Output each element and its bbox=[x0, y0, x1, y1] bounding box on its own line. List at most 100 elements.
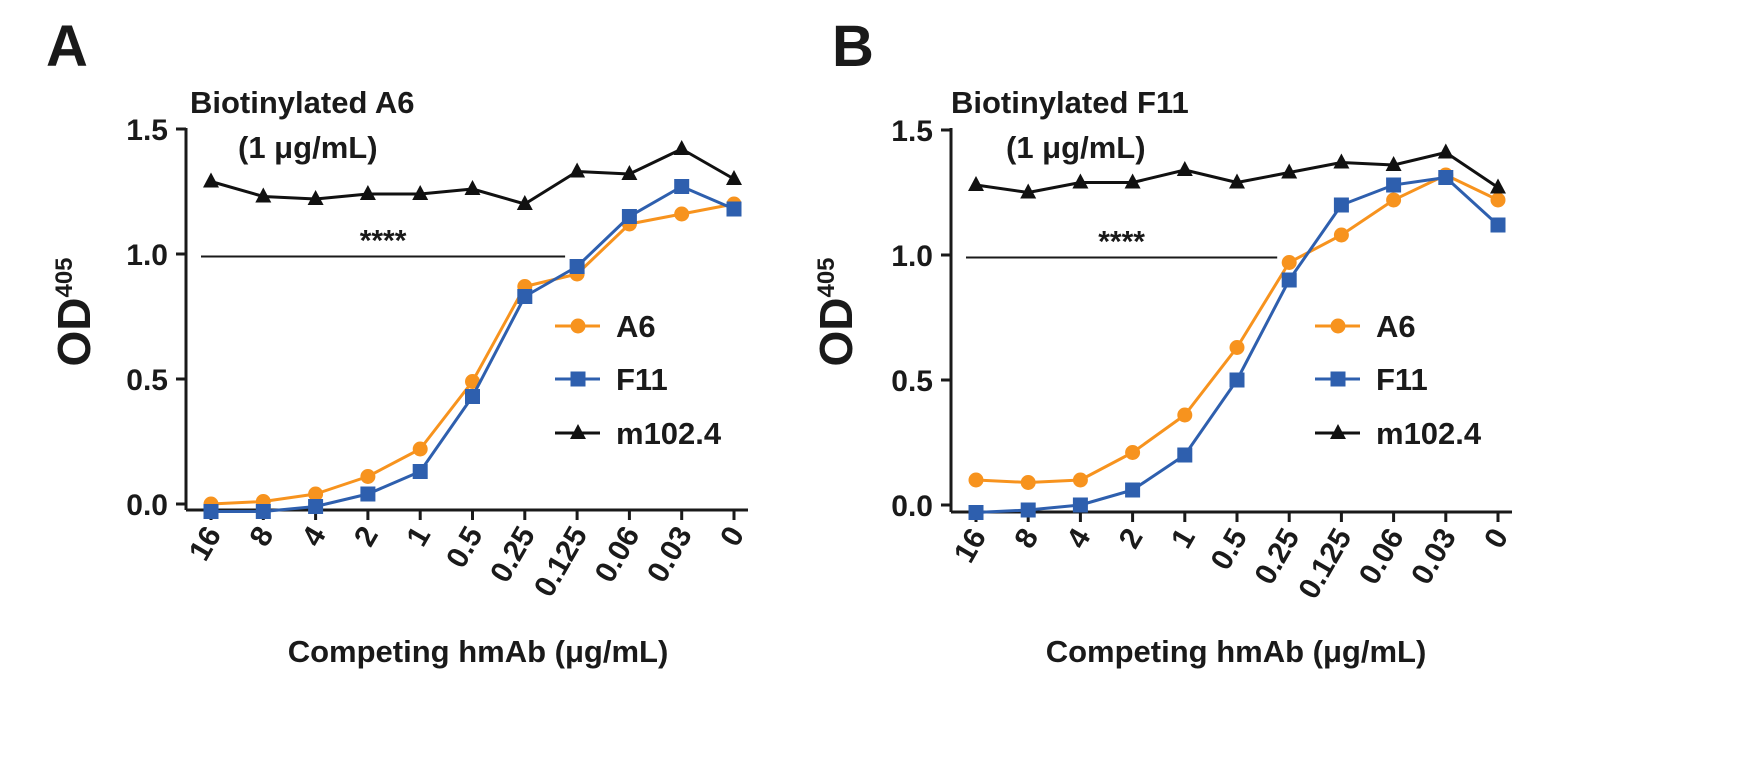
panel-a-series-line-f11 bbox=[211, 185, 735, 513]
panel-a-x-tick-label-2: 4 bbox=[296, 521, 333, 552]
panel-a-point-m102-4-9 bbox=[673, 140, 690, 155]
panel-letter-b: B bbox=[832, 14, 874, 79]
panel-b-legend-label-f11: F11 bbox=[1376, 362, 1428, 397]
panel-b-x-tick-label-5: 0.5 bbox=[1205, 523, 1254, 576]
panel-a-point-m102-4-8 bbox=[621, 165, 638, 180]
panel-a-x-tick-label-0: 16 bbox=[183, 521, 228, 566]
panel-b-series-m102-4 bbox=[968, 143, 1506, 199]
panel-b-subtitle: (1 μg/mL) bbox=[1006, 130, 1146, 165]
panel-a-x-ticks bbox=[209, 510, 736, 520]
panel-a-point-f11-2 bbox=[308, 499, 324, 514]
panel-b-y-axis: 0.0 0.5 1.0 1.5 bbox=[891, 115, 953, 523]
panel-b-point-f11-1 bbox=[1020, 502, 1036, 518]
panel-b-point-a6-1 bbox=[1020, 475, 1036, 490]
panel-a-point-f11-6 bbox=[517, 289, 533, 304]
panel-a-point-f11-9 bbox=[674, 179, 690, 194]
panel-a-point-f11-8 bbox=[621, 209, 637, 224]
panel-b-point-a6-8 bbox=[1386, 192, 1402, 208]
panel-b-legend: A6 F11 m102.4 bbox=[1315, 309, 1482, 451]
panel-a-point-a6-2 bbox=[308, 486, 324, 502]
panel-a-legend: A6 F11 m102.4 bbox=[555, 309, 722, 451]
panel-a-legend-marker-a6 bbox=[570, 318, 586, 334]
panel-b-series-f11 bbox=[968, 170, 1506, 520]
panel-a-point-f11-4 bbox=[412, 464, 428, 479]
panel-a-point-a6-5 bbox=[465, 374, 480, 389]
panel-b-y-tick-label-0: 0.0 bbox=[891, 490, 933, 523]
panel-a-title: Biotinylated A6 bbox=[190, 85, 415, 120]
panel-b-x-tick-label-10: 0 bbox=[1478, 523, 1515, 554]
panel-b-legend-marker-f11 bbox=[1330, 371, 1346, 387]
panel-b-x-tick-label-7: 0.125 bbox=[1292, 523, 1358, 605]
panel-a-series-m102-4 bbox=[203, 140, 742, 210]
panel-b-legend-marker-a6 bbox=[1330, 318, 1346, 334]
panel-b-point-f11-7 bbox=[1333, 197, 1349, 213]
panel-a-legend-label-f11: F11 bbox=[616, 362, 668, 397]
panel-a-point-a6-9 bbox=[674, 206, 690, 222]
panel-b-point-a6-2 bbox=[1072, 472, 1088, 488]
panel-b-point-f11-3 bbox=[1125, 482, 1141, 498]
panel-b-point-m102-4-8 bbox=[1385, 156, 1402, 171]
panel-a-series-a6 bbox=[203, 196, 742, 512]
panel-a-y-tick-label-1: 0.5 bbox=[126, 364, 168, 397]
panel-b-point-a6-4 bbox=[1177, 407, 1193, 423]
panel-b-point-a6-10 bbox=[1490, 192, 1506, 208]
panel-a-x-tick-label-4: 1 bbox=[400, 521, 437, 552]
panel-a-y-axis-title: OD405 bbox=[48, 257, 100, 366]
panel-a-point-f11-10 bbox=[726, 201, 742, 217]
panel-b-y-ticks bbox=[941, 128, 951, 507]
panel-a-plot-area bbox=[203, 140, 742, 519]
panel-a-point-m102-4-6 bbox=[516, 195, 533, 210]
panel-a-point-m102-4-5 bbox=[464, 180, 481, 195]
panel-a-point-f11-1 bbox=[255, 504, 271, 519]
panel-a-point-a6-4 bbox=[412, 441, 428, 457]
panel-a-point-m102-4-1 bbox=[255, 187, 272, 203]
panel-b-x-tick-label-8: 0.06 bbox=[1353, 523, 1411, 590]
panel-a-point-a6-3 bbox=[360, 469, 376, 484]
panel-a-significance-stars: **** bbox=[360, 225, 407, 258]
panel-a-y-axis-title-main: OD bbox=[48, 298, 100, 367]
panel-a-series-f11 bbox=[203, 179, 742, 519]
panel-b-point-m102-4-4 bbox=[1176, 161, 1193, 176]
panel-b-x-tick-label-1: 8 bbox=[1008, 523, 1045, 554]
panel-b-legend-label-m102-4: m102.4 bbox=[1376, 416, 1482, 451]
panel-a-y-tick-label-3: 1.5 bbox=[126, 114, 168, 147]
panel-a-legend-label-a6: A6 bbox=[616, 309, 656, 344]
panel-a-point-f11-7 bbox=[569, 259, 585, 274]
panel-b-point-m102-4-5 bbox=[1229, 173, 1245, 189]
panel-b-point-m102-4-1 bbox=[1020, 183, 1037, 199]
panel-b-point-m102-4-2 bbox=[1072, 173, 1089, 189]
panel-a-y-axis-title-sup: 405 bbox=[51, 257, 78, 297]
panel-b-significance-stars: **** bbox=[1098, 226, 1145, 259]
panel-b-point-a6-3 bbox=[1125, 445, 1141, 460]
panel-a-point-f11-3 bbox=[360, 486, 376, 502]
panel-b-x-tick-label-9: 0.03 bbox=[1405, 523, 1463, 590]
panel-a-subtitle: (1 μg/mL) bbox=[238, 130, 378, 165]
panel-a-legend-marker-f11 bbox=[570, 371, 586, 387]
panel-b: B Biotinylated F11 (1 μg/mL) OD405 0.0 0… bbox=[810, 14, 1515, 669]
panel-a-legend-label-m102-4: m102.4 bbox=[616, 416, 722, 451]
panel-a-x-tick-label-5: 0.5 bbox=[440, 521, 489, 574]
panel-a-point-f11-5 bbox=[465, 389, 480, 404]
panel-a-x-tick-label-10: 0 bbox=[714, 521, 751, 552]
panel-b-y-axis-title-sup: 405 bbox=[813, 257, 840, 297]
panel-a-point-f11-0 bbox=[203, 504, 219, 519]
panel-a-significance: **** bbox=[201, 225, 566, 258]
panel-b-point-a6-7 bbox=[1333, 227, 1349, 243]
panel-b-y-axis-title-main: OD bbox=[810, 298, 862, 367]
panel-b-point-f11-9 bbox=[1438, 170, 1454, 185]
panel-b-y-axis-title: OD405 bbox=[810, 257, 862, 366]
panel-a-point-m102-4-10 bbox=[726, 170, 742, 185]
panel-a-x-axis-title: Competing hmAb (μg/mL) bbox=[288, 634, 669, 669]
panel-b-significance: **** bbox=[966, 226, 1278, 259]
panel-b-point-f11-2 bbox=[1072, 497, 1088, 513]
panel-b-x-tick-label-3: 2 bbox=[1113, 523, 1150, 554]
panel-b-x-tick-label-0: 16 bbox=[948, 523, 993, 568]
panel-b-point-m102-4-6 bbox=[1281, 163, 1298, 179]
panel-b-x-tick-label-4: 1 bbox=[1165, 523, 1202, 554]
panel-a-x-tick-label-9: 0.03 bbox=[641, 521, 699, 588]
